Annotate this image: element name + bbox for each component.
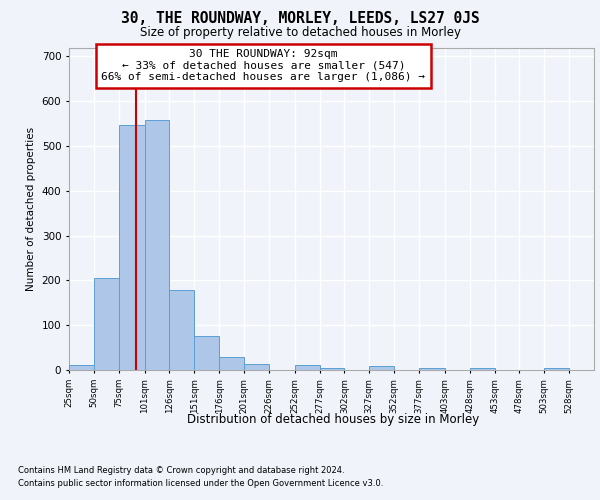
Bar — [169, 290, 194, 370]
Bar — [119, 124, 145, 370]
Bar — [369, 366, 394, 370]
Text: 30, THE ROUNDWAY, MORLEY, LEEDS, LS27 0JS: 30, THE ROUNDWAY, MORLEY, LEEDS, LS27 0J… — [121, 11, 479, 26]
Bar — [219, 358, 244, 370]
Bar — [419, 368, 445, 370]
Bar — [544, 368, 569, 370]
Bar — [470, 368, 494, 370]
Bar — [194, 336, 219, 370]
Bar — [69, 364, 94, 370]
Text: Contains public sector information licensed under the Open Government Licence v3: Contains public sector information licen… — [18, 479, 383, 488]
Bar — [145, 120, 169, 370]
Y-axis label: Number of detached properties: Number of detached properties — [26, 126, 36, 291]
Bar — [320, 368, 344, 370]
Text: Contains HM Land Registry data © Crown copyright and database right 2024.: Contains HM Land Registry data © Crown c… — [18, 466, 344, 475]
Bar — [295, 364, 320, 370]
Text: Size of property relative to detached houses in Morley: Size of property relative to detached ho… — [139, 26, 461, 39]
Text: 30 THE ROUNDWAY: 92sqm
← 33% of detached houses are smaller (547)
66% of semi-de: 30 THE ROUNDWAY: 92sqm ← 33% of detached… — [101, 49, 425, 82]
Bar — [94, 278, 119, 370]
Text: Distribution of detached houses by size in Morley: Distribution of detached houses by size … — [187, 412, 479, 426]
Bar — [244, 364, 269, 370]
